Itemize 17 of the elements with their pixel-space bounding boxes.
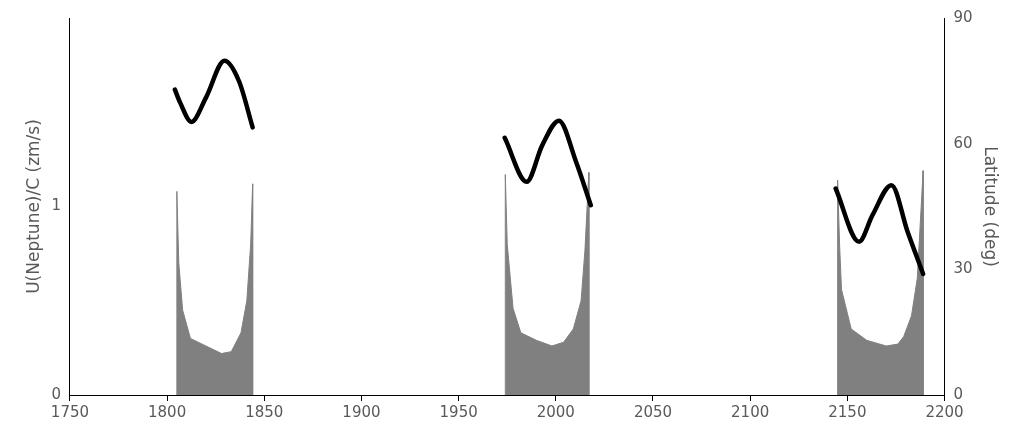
- x-tick-label: 2100: [731, 402, 770, 421]
- x-tick-label: 1900: [342, 402, 381, 421]
- y2-tick-label: 90: [953, 7, 973, 26]
- x-tick-label: 1800: [148, 402, 187, 421]
- y-tick-label: 1: [51, 196, 61, 215]
- x-tick-label: 1750: [50, 402, 90, 421]
- x-tick-label: 1850: [245, 402, 284, 421]
- x-tick-label: 2000: [536, 402, 575, 421]
- x-tick-label: 2200: [925, 402, 964, 421]
- x-tick-label: 2150: [828, 402, 867, 421]
- x-tick-label: 2050: [633, 402, 673, 421]
- y2-tick-label: 30: [953, 259, 973, 278]
- y2-tick-label: 60: [953, 133, 973, 152]
- x-tick-label: 1950: [439, 402, 478, 421]
- y2-tick-label: 0: [953, 384, 964, 403]
- y2-axis-title: Latitude (deg): [981, 146, 1002, 267]
- y-axis-title: U(Neptune)/C (zm/s): [22, 119, 43, 294]
